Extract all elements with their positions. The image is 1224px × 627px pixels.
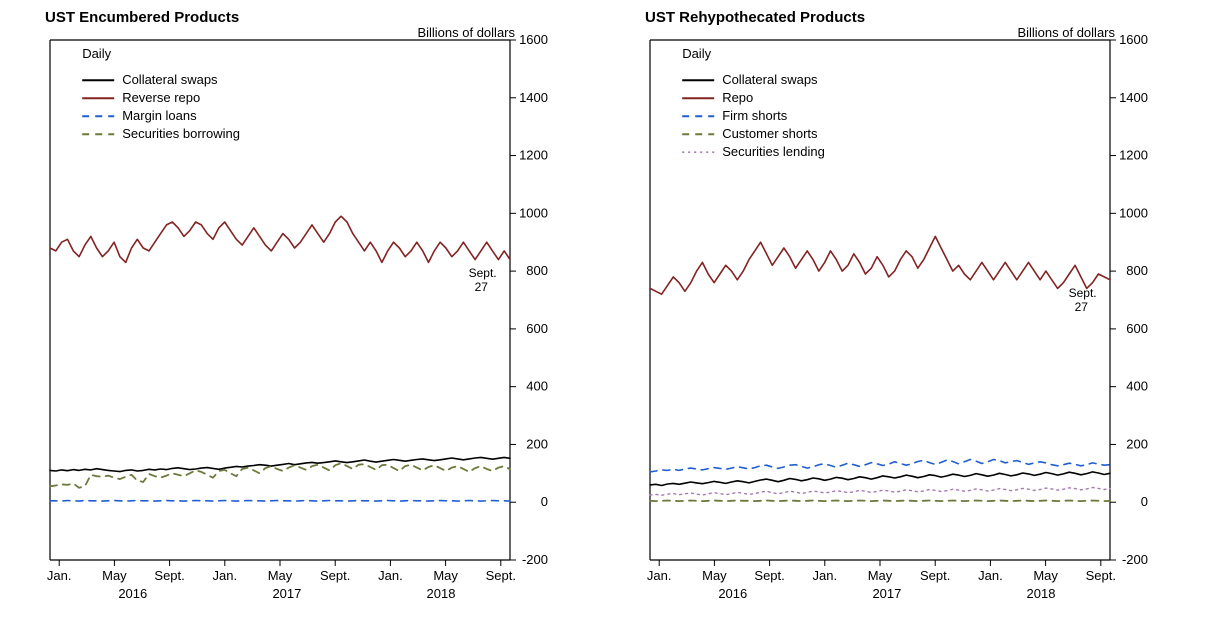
legend-label: Customer shorts (722, 126, 818, 141)
legend-label: Margin loans (122, 108, 197, 123)
y-tick-label: 1400 (519, 90, 548, 105)
panel-right: UST Rehypothecated Products -200 0 200 400 60… (645, 9, 1148, 601)
y-axis-label: Billions of dollars (1017, 25, 1115, 40)
y-tick-label: 600 (526, 321, 548, 336)
x-tick-label: May (1033, 568, 1058, 583)
legend-label: Firm shorts (722, 108, 788, 123)
y-tick-label: 1400 (1119, 90, 1148, 105)
y-tick-label: -200 (1122, 552, 1148, 567)
x-tick-label: Jan. (213, 568, 238, 583)
y-tick-label: 1600 (1119, 32, 1148, 47)
y-tick-label: 0 (1141, 494, 1148, 509)
panel-title: UST Encumbered Products (45, 9, 239, 26)
x-tick-label: May (702, 568, 727, 583)
y-tick-label: 200 (1126, 436, 1148, 451)
end-date-annotation: 27 (1075, 300, 1089, 314)
y-axis-label: Billions of dollars (417, 25, 515, 40)
series-repo (650, 236, 1110, 294)
y-tick-label: 800 (526, 263, 548, 278)
chart-svg: UST Encumbered Products -200 0 200 400 600 800… (0, 0, 1224, 627)
y-tick-label: 1200 (519, 148, 548, 163)
y-tick-label: 0 (541, 494, 548, 509)
x-year-label: 2018 (1027, 586, 1056, 601)
end-date-annotation: Sept. (1069, 286, 1097, 300)
legend-label: Collateral swaps (722, 72, 818, 87)
y-tick-label: 400 (526, 379, 548, 394)
x-year-label: 2016 (118, 586, 147, 601)
x-tick-label: Sept. (754, 568, 784, 583)
x-year-label: 2017 (872, 586, 901, 601)
x-tick-label: May (868, 568, 893, 583)
x-tick-label: Sept. (154, 568, 184, 583)
end-date-annotation: Sept. (469, 266, 497, 280)
x-year-label: 2016 (718, 586, 747, 601)
panel-left: UST Encumbered Products -200 0 200 400 600 800… (45, 9, 548, 601)
legend-header: Daily (82, 46, 111, 61)
x-tick-label: Sept. (920, 568, 950, 583)
y-tick-label: 600 (1126, 321, 1148, 336)
y-tick-label: 1000 (519, 205, 548, 220)
y-tick-label: 1600 (519, 32, 548, 47)
end-date-annotation: 27 (475, 280, 489, 294)
series-securities_lending (650, 488, 1110, 496)
x-tick-label: Sept. (1086, 568, 1116, 583)
series-reverse_repo (50, 216, 510, 262)
legend-label: Securities lending (722, 144, 825, 159)
panel-title: UST Rehypothecated Products (645, 9, 865, 26)
y-tick-label: 1000 (1119, 205, 1148, 220)
x-tick-label: Jan. (47, 568, 72, 583)
x-tick-label: Sept. (486, 568, 516, 583)
x-tick-label: Jan. (813, 568, 838, 583)
x-tick-label: Jan. (378, 568, 403, 583)
legend-label: Collateral swaps (122, 72, 218, 87)
y-tick-label: 1200 (1119, 148, 1148, 163)
y-tick-label: -200 (522, 552, 548, 567)
figure-container: UST Encumbered Products -200 0 200 400 600 800… (0, 0, 1224, 627)
legend-label: Securities borrowing (122, 126, 240, 141)
y-tick-label: 800 (1126, 263, 1148, 278)
x-tick-label: May (102, 568, 127, 583)
series-customer_shorts (650, 501, 1110, 502)
series-margin_loans (50, 501, 510, 502)
x-tick-label: Sept. (320, 568, 350, 583)
x-tick-label: May (433, 568, 458, 583)
x-tick-label: May (268, 568, 293, 583)
series-securities_borrowing (50, 463, 510, 488)
x-tick-label: Jan. (647, 568, 672, 583)
y-tick-label: 400 (1126, 379, 1148, 394)
x-year-label: 2017 (272, 586, 301, 601)
legend-label: Repo (722, 90, 753, 105)
legend-label: Reverse repo (122, 90, 200, 105)
x-tick-label: Jan. (978, 568, 1003, 583)
series-firm_shorts (650, 460, 1110, 472)
y-tick-label: 200 (526, 436, 548, 451)
series-collateral_swaps (650, 472, 1110, 486)
legend-header: Daily (682, 46, 711, 61)
x-year-label: 2018 (427, 586, 456, 601)
